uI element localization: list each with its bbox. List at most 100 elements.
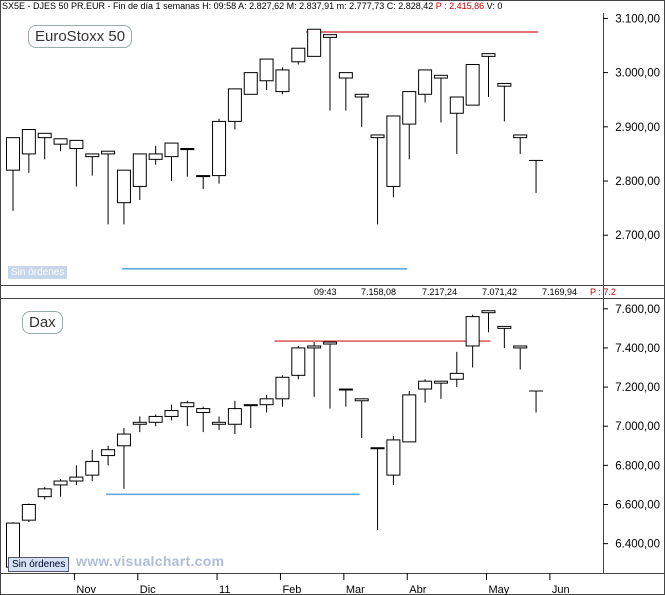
y-tick-label: 2.900,00	[615, 122, 660, 134]
watermark: www.visualchart.com	[76, 553, 225, 569]
candle-body	[259, 58, 274, 82]
y-tick-label: 3.100,00	[615, 13, 660, 25]
candle-body	[402, 91, 417, 125]
candle-body	[370, 134, 385, 139]
candle	[449, 96, 464, 154]
y-tick-label: 6.800,00	[615, 460, 660, 472]
candle	[227, 88, 242, 130]
candle-body	[196, 408, 211, 414]
candle-body	[37, 132, 52, 139]
candle	[196, 406, 211, 433]
candle	[291, 47, 306, 65]
candle	[481, 53, 496, 98]
candle-body	[275, 69, 290, 93]
candle-body	[243, 72, 258, 95]
candle	[180, 400, 195, 427]
candle	[116, 169, 131, 225]
bottom-quote-v4: 7.169,94	[542, 287, 578, 297]
x-tick-label: Nov	[76, 584, 96, 595]
candle	[85, 153, 100, 176]
candle-body	[513, 345, 528, 349]
candle-body	[101, 449, 116, 457]
candle	[259, 394, 274, 413]
sin-ordenes-top[interactable]: Sin órdenes	[8, 266, 68, 279]
candle-body	[307, 28, 322, 57]
candle-body	[53, 480, 68, 486]
candle-body	[116, 169, 131, 204]
candle	[481, 310, 496, 333]
candle	[433, 74, 448, 123]
candle-body	[21, 504, 36, 521]
candle-body	[497, 325, 512, 329]
y-tick-label: 6.400,00	[615, 539, 660, 551]
candle	[116, 428, 131, 489]
candle	[323, 34, 337, 111]
sin-ordenes-bottom[interactable]: Sin órdenes	[8, 557, 70, 572]
candle	[307, 342, 322, 397]
candle-body	[291, 47, 306, 63]
candle-body	[116, 433, 131, 447]
candle-body	[418, 69, 433, 95]
candle	[37, 486, 52, 500]
candle	[338, 72, 353, 111]
candle	[53, 138, 68, 152]
y-tick-label: 7.600,00	[615, 304, 660, 316]
candle-body	[259, 398, 274, 406]
candle	[37, 132, 52, 160]
y-tick-label: 7.200,00	[615, 382, 660, 394]
y-tick-label: 6.600,00	[615, 500, 660, 512]
candle	[386, 115, 401, 198]
candle	[164, 404, 179, 421]
candle-body	[354, 93, 369, 98]
panel-title-eurostoxx: EuroStoxx 50	[28, 25, 133, 48]
candle-body	[291, 347, 306, 376]
x-tick-label: Feb	[282, 584, 301, 595]
candle	[354, 398, 369, 438]
bottom-quote-header: 09:43 7.158,08 7.217,24 7.071,42 7.169,9…	[0, 286, 616, 299]
candle	[465, 63, 480, 106]
candle	[132, 416, 147, 433]
candle	[275, 375, 290, 407]
candle-body	[180, 402, 195, 408]
candle	[69, 465, 84, 485]
candle-body	[180, 148, 195, 151]
candle	[513, 345, 528, 370]
candle-body	[323, 34, 337, 38]
candle	[243, 404, 258, 429]
candle	[465, 314, 480, 368]
candle	[307, 28, 322, 57]
candle	[418, 379, 433, 403]
candle-body	[449, 96, 464, 114]
candle	[69, 139, 84, 187]
candle-body	[307, 345, 322, 349]
y-tick-label: 3.000,00	[615, 68, 660, 80]
candle	[513, 134, 528, 154]
candle-body	[85, 153, 100, 158]
candle-body	[212, 120, 227, 177]
candle-body	[386, 439, 401, 476]
panel-dax: 6.400,00 6.600,00 6.800,00 7.000,00 7.200,00…	[6, 304, 660, 570]
panel-eurostoxx: 2.700,00 2.800,00 2.900,00 3.000,00 3.100,00	[6, 13, 660, 270]
candle	[132, 153, 147, 200]
candle-body	[481, 53, 496, 57]
x-tick-label: May	[489, 584, 510, 595]
candle	[529, 390, 544, 413]
candle-body	[164, 410, 179, 417]
candle	[148, 414, 163, 427]
candle	[449, 351, 464, 388]
candle-body	[513, 134, 528, 139]
candle-body	[243, 404, 258, 407]
candle	[243, 72, 258, 95]
candle	[212, 416, 227, 431]
candle-body	[465, 63, 480, 106]
top-quote-header: SX5E - DJES 50 PR.EUR - Fin de día 1 sem…	[2, 0, 600, 13]
candle-body	[164, 142, 179, 158]
candle-body	[21, 129, 36, 155]
candle-body	[212, 421, 227, 425]
candle	[402, 390, 417, 443]
y-tick-label: 7.000,00	[615, 421, 660, 433]
bottom-quote-v1: 7.158,08	[361, 287, 397, 297]
candle	[338, 388, 353, 407]
x-tick-label: Dic	[140, 584, 156, 595]
candle-body	[132, 153, 147, 187]
